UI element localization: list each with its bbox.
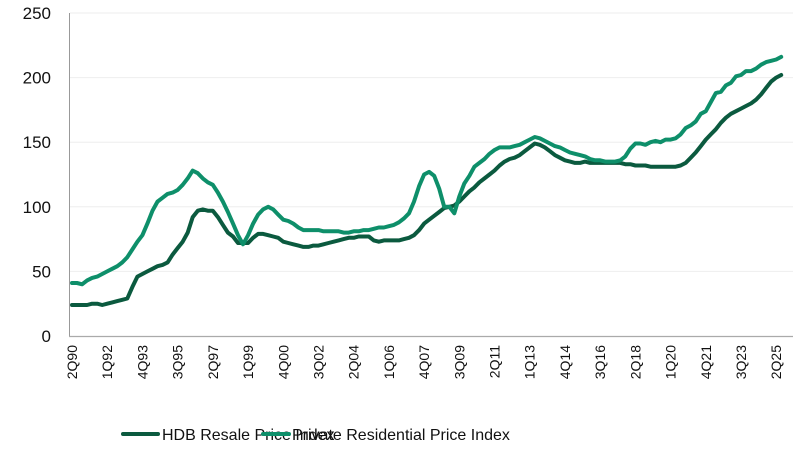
x-tick-label: 3Q95 <box>170 345 186 379</box>
y-tick-label: 0 <box>42 327 51 346</box>
x-tick-label: 2Q04 <box>346 345 362 379</box>
x-tick-label: 4Q14 <box>557 345 573 379</box>
series-line-private-residential <box>70 54 784 287</box>
x-tick-label: 2Q97 <box>205 345 221 379</box>
x-axis-ticks: 2Q90 1Q92 4Q93 3Q95 2Q97 1Q99 4Q00 3Q02 2Q04 1Q06… <box>64 345 784 379</box>
gridlines <box>70 12 793 272</box>
x-tick-label: 2Q25 <box>768 345 784 379</box>
x-tick-label: 2Q18 <box>627 345 643 379</box>
x-tick-label: 4Q00 <box>275 345 291 379</box>
y-tick-label: 250 <box>23 4 51 23</box>
series-line-hdb-resale <box>70 73 784 307</box>
x-tick-label: 3Q02 <box>310 345 326 379</box>
x-tick-label: 1Q13 <box>522 345 538 379</box>
y-axis-ticks: 0 50 100 150 200 250 <box>23 4 51 346</box>
legend-label-hdb: HDB Resale Price Index <box>162 427 335 444</box>
x-tick-label: 2Q11 <box>487 345 503 378</box>
x-tick-label: 4Q93 <box>134 345 150 379</box>
x-tick-label: 1Q20 <box>663 345 679 379</box>
series-lines <box>70 54 784 307</box>
x-tick-label: 4Q21 <box>698 345 714 379</box>
x-tick-label: 3Q09 <box>451 345 467 379</box>
legend: HDB Resale Price Index Private Residenti… <box>121 427 510 444</box>
legend-label-private: Private Residential Price Index <box>292 427 510 444</box>
y-tick-label: 50 <box>32 262 51 281</box>
y-tick-label: 100 <box>23 198 51 217</box>
x-tick-label: 2Q90 <box>64 345 80 379</box>
x-tick-label: 1Q99 <box>240 345 256 379</box>
x-tick-label: 1Q92 <box>99 345 115 379</box>
x-tick-label: 1Q06 <box>381 345 397 379</box>
x-tick-label: 3Q16 <box>592 345 608 379</box>
x-tick-label: 4Q07 <box>416 345 432 379</box>
y-tick-label: 200 <box>23 69 51 88</box>
y-tick-label: 150 <box>23 133 51 152</box>
x-tick-label: 3Q23 <box>733 345 749 379</box>
